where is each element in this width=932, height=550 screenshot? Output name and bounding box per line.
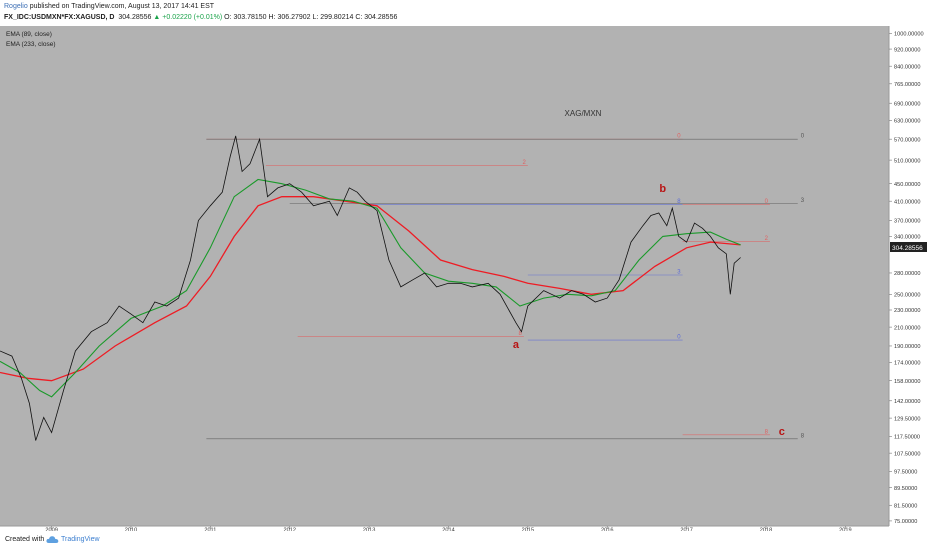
x-tick-label: 2012 xyxy=(283,528,295,531)
wave-label-a: a xyxy=(513,339,520,351)
y-tick-label: 97.50000 xyxy=(894,470,917,476)
x-tick-label: 2017 xyxy=(680,528,692,531)
x-tick-label: 2010 xyxy=(125,528,137,531)
fib-level-label: 8 xyxy=(519,331,523,337)
chart-title: XAG/MXN xyxy=(565,109,602,118)
x-tick-label: 2013 xyxy=(363,528,375,531)
current-price: 304.28556 xyxy=(118,14,152,21)
price-axis[interactable]: 1000.00000 920.00000 840.00000 765.00000 690… xyxy=(889,32,924,526)
y-tick-label: 280.00000 xyxy=(894,271,920,277)
y-tick-label: 920.00000 xyxy=(894,47,920,53)
y-tick-label: 570.00000 xyxy=(894,137,920,143)
plot-background xyxy=(0,26,889,526)
fib-level-label: 8 xyxy=(765,429,769,435)
y-tick-label: 1000.00000 xyxy=(894,32,924,38)
y-tick-label: 840.00000 xyxy=(894,64,920,70)
fib-level-label: 0 xyxy=(677,335,681,341)
y-tick-label: 129.50000 xyxy=(894,416,920,422)
price-chart[interactable]: 1000.00000 920.00000 840.00000 765.00000 690… xyxy=(0,26,932,531)
y-tick-label: 158.00000 xyxy=(894,379,920,385)
fib-level-label: 3 xyxy=(677,270,681,276)
wave-label-c: c xyxy=(779,426,785,438)
legend-ema-fast[interactable]: EMA (89, close) xyxy=(6,31,52,38)
y-tick-label: 107.50000 xyxy=(894,451,920,457)
y-tick-label: 210.00000 xyxy=(894,325,920,331)
fib-level-label: 0 xyxy=(801,134,805,140)
price-line xyxy=(0,135,741,441)
y-tick-label: 690.00000 xyxy=(894,101,920,107)
series-group xyxy=(0,135,741,441)
y-tick-label: 89.50000 xyxy=(894,486,917,492)
tradingview-cloud-icon xyxy=(46,536,59,543)
fibonacci-levels: 0 2 8 8 3 0 0 2 8 0 3 8 xyxy=(206,134,805,439)
ohlc-values: O: 303.78150 H: 306.27902 L: 299.80214 C… xyxy=(224,14,398,21)
y-tick-label: 174.00000 xyxy=(894,361,920,367)
fib-level-label: 0 xyxy=(677,134,681,140)
footer: Created with TradingView xyxy=(0,531,932,550)
symbol-info: FX_IDC:USDMXN*FX:XAGUSD, D 304.28556 ▲ +… xyxy=(4,13,397,22)
x-tick-label: 2014 xyxy=(442,528,454,531)
publish-text: published on TradingView.com, August 13,… xyxy=(27,3,215,10)
fib-level-label: 2 xyxy=(765,236,769,242)
tradingview-brand[interactable]: TradingView xyxy=(61,536,100,543)
fib-level-label: 0 xyxy=(765,199,769,205)
y-tick-label: 81.50000 xyxy=(894,503,917,509)
wave-labels: a b c xyxy=(513,183,785,438)
fib-level-label: 8 xyxy=(801,433,805,439)
wave-label-b: b xyxy=(659,183,666,195)
x-tick-label: 2016 xyxy=(601,528,613,531)
price-axis-background xyxy=(889,26,932,526)
last-price-tag: 304.28556 xyxy=(890,242,927,252)
y-tick-label: 450.00000 xyxy=(894,182,920,188)
x-tick-label: 2019 xyxy=(839,528,851,531)
fib-level-label: 8 xyxy=(677,199,681,205)
y-tick-label: 75.00000 xyxy=(894,519,917,525)
time-axis[interactable]: 2009 2010 2011 2012 2013 2014 2015 2016 2017 2018… xyxy=(45,526,852,531)
y-tick-label: 117.50000 xyxy=(894,435,920,441)
symbol-name: FX_IDC:USDMXN*FX:XAGUSD, D xyxy=(4,14,115,21)
x-tick-label: 2011 xyxy=(204,528,216,531)
publish-info: Rogelio published on TradingView.com, Au… xyxy=(4,2,214,11)
legend-ema-slow[interactable]: EMA (233, close) xyxy=(6,41,56,48)
created-with-text: Created with xyxy=(5,536,45,543)
y-tick-label: 410.00000 xyxy=(894,199,920,205)
y-tick-label: 340.00000 xyxy=(894,235,920,241)
last-price-label: 304.28556 xyxy=(892,245,923,252)
price-change: ▲ +0.02220 (+0.01%) xyxy=(153,14,223,21)
chart-header: Rogelio published on TradingView.com, Au… xyxy=(0,0,932,26)
last-price-tag-bg xyxy=(890,242,927,252)
x-tick-label: 2018 xyxy=(760,528,772,531)
y-tick-label: 142.00000 xyxy=(894,399,920,405)
y-tick-label: 510.00000 xyxy=(894,158,920,164)
y-tick-label: 765.00000 xyxy=(894,82,920,88)
y-tick-label: 250.00000 xyxy=(894,293,920,299)
fib-level-label: 2 xyxy=(523,160,527,166)
y-tick-label: 370.00000 xyxy=(894,219,920,225)
ema-fast-line xyxy=(0,178,741,398)
y-tick-label: 190.00000 xyxy=(894,344,920,350)
y-tick-label: 230.00000 xyxy=(894,308,920,314)
fib-level-label: 3 xyxy=(801,198,805,204)
y-tick-label: 630.00000 xyxy=(894,119,920,125)
author-link[interactable]: Rogelio xyxy=(4,3,28,10)
x-tick-label: 2009 xyxy=(45,528,57,531)
x-tick-label: 2015 xyxy=(522,528,534,531)
